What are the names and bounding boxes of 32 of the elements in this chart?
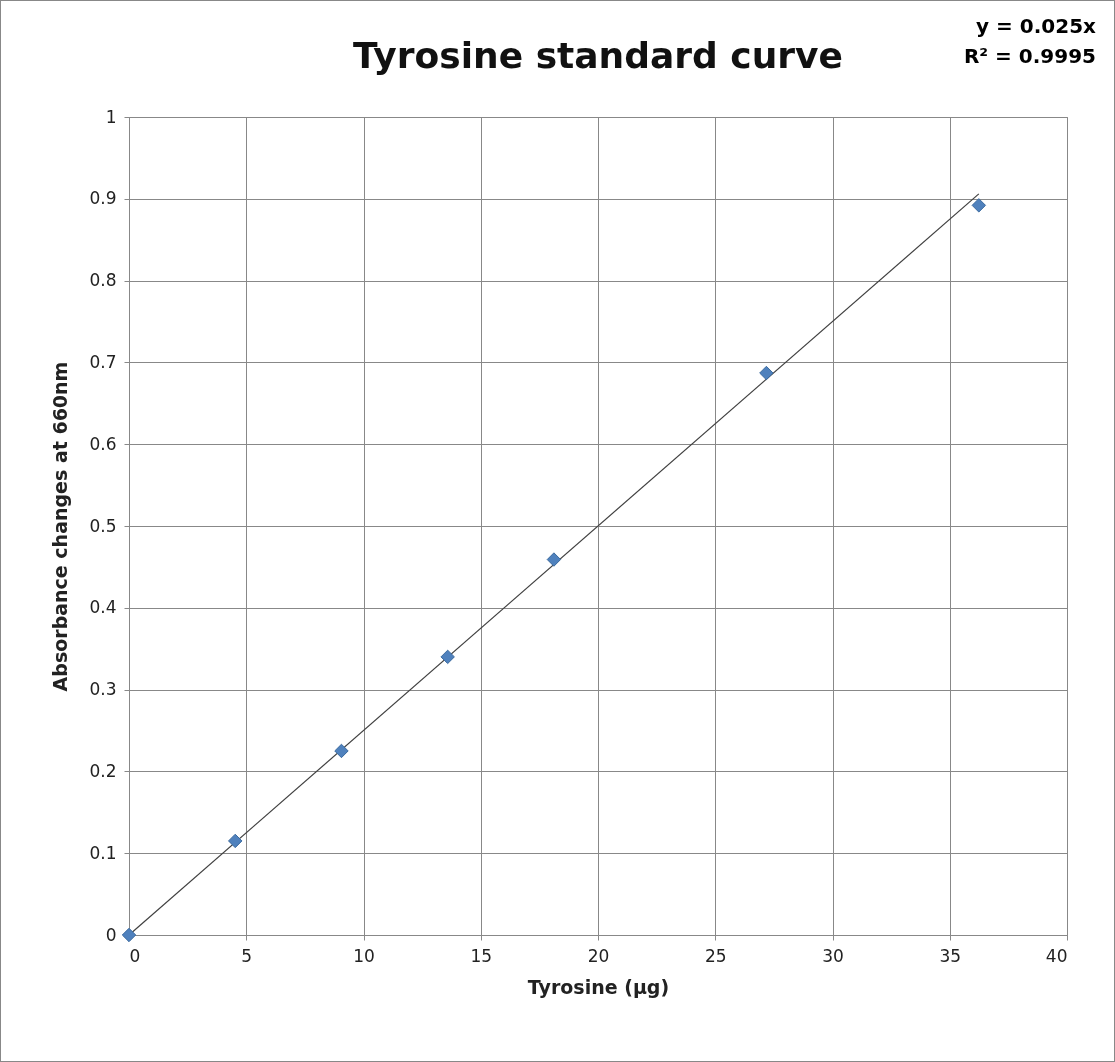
y-tick-label: 0.1 — [89, 842, 117, 863]
y-tick-label: 0.4 — [89, 597, 117, 618]
point — [759, 365, 774, 381]
y-tick-label: 0.7 — [89, 351, 117, 372]
text: R² = 0.9995 — [963, 43, 1096, 70]
point — [971, 198, 987, 213]
x-tick-label: 10 — [353, 945, 375, 966]
y-tick-label: 0 — [105, 924, 117, 945]
point — [121, 927, 137, 943]
y-tick-label: 0.6 — [89, 433, 117, 454]
x-tick-label: 5 — [241, 945, 253, 966]
x-tick-label: 40 — [1045, 945, 1068, 966]
x-tick-label: 20 — [587, 945, 610, 966]
y-tick-label: 0.5 — [89, 515, 117, 536]
y-tick-label: 0.8 — [89, 270, 117, 291]
chart-title: Tyrosine standard curve — [353, 35, 843, 76]
point — [546, 552, 562, 567]
y-axis-title: Absorbance changes at 660nm — [49, 361, 72, 692]
point — [334, 743, 349, 759]
x-tick-label: 0 — [129, 945, 141, 966]
y-tick-label: 0.2 — [89, 760, 117, 781]
x-tick-label: 15 — [470, 945, 493, 966]
y-tick-label: 0.9 — [89, 188, 117, 209]
x-axis-title: Tyrosine (µg) — [527, 975, 670, 998]
x-tick-label: 25 — [704, 945, 727, 966]
x-tick-label: 35 — [939, 945, 962, 966]
x-tick-label: 30 — [822, 945, 844, 966]
y-tick-label: 1 — [105, 106, 117, 127]
text: y = 0.025x — [975, 13, 1096, 40]
y-tick-label: 0.3 — [89, 679, 117, 700]
point — [228, 833, 243, 849]
point — [440, 649, 455, 665]
